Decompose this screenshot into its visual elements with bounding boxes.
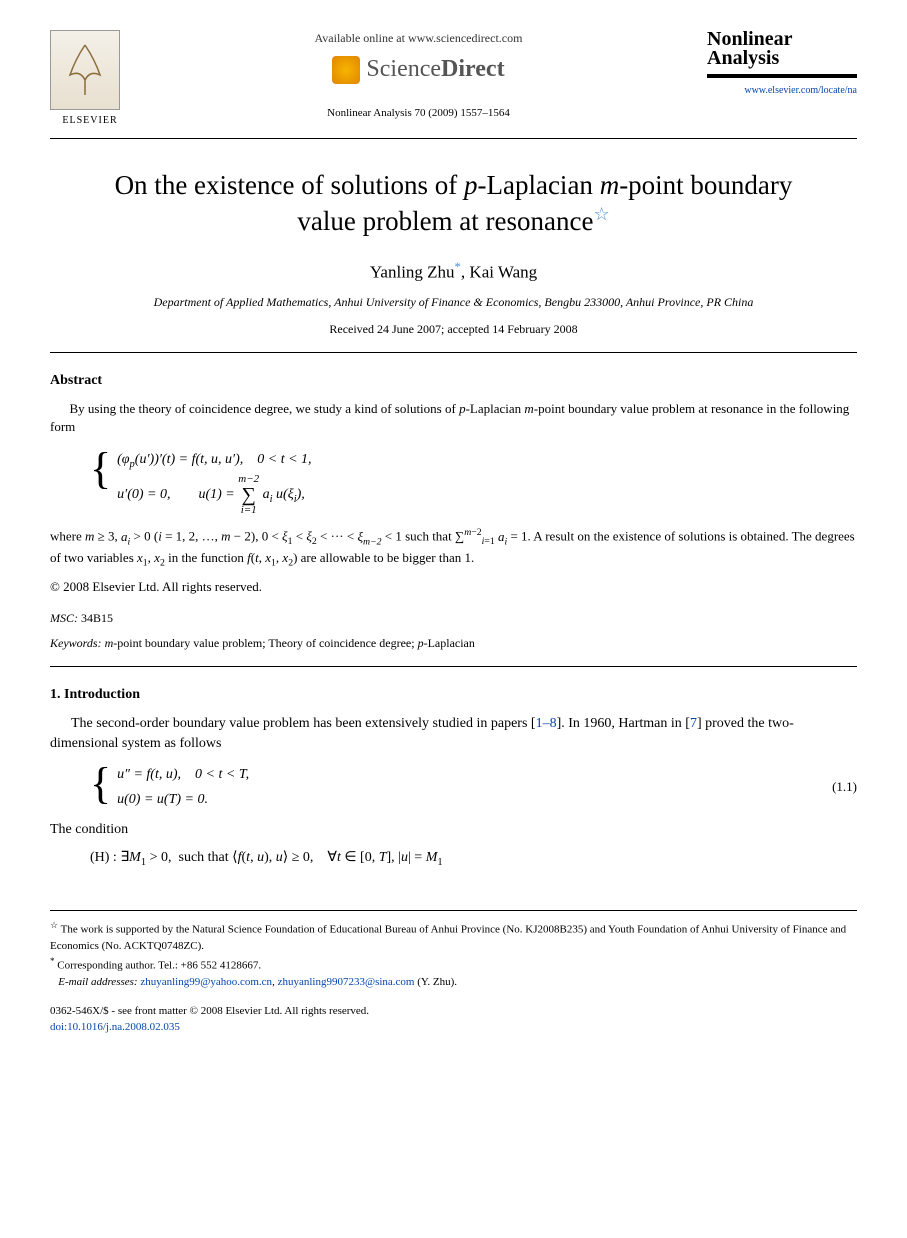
citation-link-7[interactable]: 7 <box>690 716 697 731</box>
footnotes: ☆ The work is supported by the Natural S… <box>50 910 857 990</box>
affiliation: Department of Applied Mathematics, Anhui… <box>50 294 857 311</box>
summation-icon: m−2∑i=1 <box>238 474 259 516</box>
star-icon: ☆ <box>50 920 58 930</box>
header-center: Available online at www.sciencedirect.co… <box>130 30 707 122</box>
eq11-line1: u″ = f(t, u), 0 < t < T, <box>117 762 249 787</box>
header: ELSEVIER Available online at www.science… <box>50 30 857 128</box>
left-brace-icon: { <box>90 762 111 806</box>
article-dates: Received 24 June 2007; accepted 14 Febru… <box>50 321 857 338</box>
footnote-emails: E-mail addresses: zhuyanling99@yahoo.com… <box>50 974 857 991</box>
corresponding-mark-icon: * <box>455 260 461 274</box>
footnote-funding: ☆ The work is supported by the Natural S… <box>50 919 857 955</box>
doi-line: doi:10.1016/j.na.2008.02.035 <box>50 1020 857 1035</box>
publisher-label: ELSEVIER <box>50 114 130 128</box>
title-footnote-star-icon: ☆ <box>593 204 609 224</box>
introduction-section: 1. Introduction The second-order boundar… <box>50 685 857 870</box>
abstract-equation: { (φp(u′))′(t) = f(t, u, u′), 0 < t < 1,… <box>90 447 857 517</box>
sciencedirect-text: ScienceDirect <box>366 53 504 87</box>
footnote-corresponding: * Corresponding author. Tel.: +86 552 41… <box>50 955 857 974</box>
equation-number: (1.1) <box>832 778 857 796</box>
abstract-heading: Abstract <box>50 371 857 391</box>
author-2: Kai Wang <box>469 262 537 281</box>
intro-heading: 1. Introduction <box>50 685 857 705</box>
bottom-matter: 0362-546X/$ - see front matter © 2008 El… <box>50 1004 857 1035</box>
journal-logo-line2: Analysis <box>707 49 857 68</box>
email-link-2[interactable]: zhuyanling9907233@sina.com <box>278 976 415 988</box>
intro-p1: The second-order boundary value problem … <box>50 714 857 753</box>
divider <box>50 666 857 667</box>
eq-line-1: (φp(u′))′(t) = f(t, u, u′), 0 < t < 1, <box>117 447 311 475</box>
doi-link[interactable]: 10.1016/j.na.2008.02.035 <box>67 1021 180 1033</box>
abstract-section: Abstract By using the theory of coincide… <box>50 371 857 652</box>
elsevier-tree-icon <box>50 30 120 110</box>
email-link-1[interactable]: zhuyanling99@yahoo.com.cn <box>140 976 272 988</box>
journal-logo: Nonlinear Analysis <box>707 30 857 78</box>
citation-link-1-8[interactable]: 1–8 <box>536 716 557 731</box>
msc-line: MSC: 34B15 <box>50 610 857 627</box>
author-1: Yanling Zhu <box>370 262 455 281</box>
keywords-line: Keywords: m-point boundary value problem… <box>50 635 857 652</box>
divider <box>50 352 857 353</box>
available-online-text: Available online at www.sciencedirect.co… <box>150 30 687 47</box>
divider <box>50 138 857 139</box>
intro-p2: The condition <box>50 820 857 840</box>
journal-reference: Nonlinear Analysis 70 (2009) 1557–1564 <box>150 106 687 121</box>
journal-url[interactable]: www.elsevier.com/locate/na <box>707 84 857 98</box>
journal-block: Nonlinear Analysis www.elsevier.com/loca… <box>707 30 857 98</box>
abstract-p1: By using the theory of coincidence degre… <box>50 400 857 436</box>
sciencedirect-icon <box>332 56 360 84</box>
left-brace-icon: { <box>90 447 111 491</box>
authors: Yanling Zhu*, Kai Wang <box>50 259 857 284</box>
publisher-block: ELSEVIER <box>50 30 130 128</box>
issn-line: 0362-546X/$ - see front matter © 2008 El… <box>50 1004 857 1019</box>
condition-H: (H) : ∃M1 > 0, such that ⟨f(t, u), u⟩ ≥ … <box>90 848 857 870</box>
copyright-line: © 2008 Elsevier Ltd. All rights reserved… <box>50 578 857 596</box>
article-title: On the existence of solutions of p-Lapla… <box>90 169 817 239</box>
sciencedirect-logo: ScienceDirect <box>332 53 504 87</box>
asterisk-icon: * <box>50 956 55 966</box>
abstract-p2: where m ≥ 3, ai > 0 (i = 1, 2, …, m − 2)… <box>50 526 857 570</box>
equation-1-1: { u″ = f(t, u), 0 < t < T, u(0) = u(T) =… <box>90 762 857 812</box>
eq11-line2: u(0) = u(T) = 0. <box>117 787 249 812</box>
eq-line-2: u′(0) = 0, u(1) = m−2∑i=1 ai u(ξi), <box>117 474 311 516</box>
